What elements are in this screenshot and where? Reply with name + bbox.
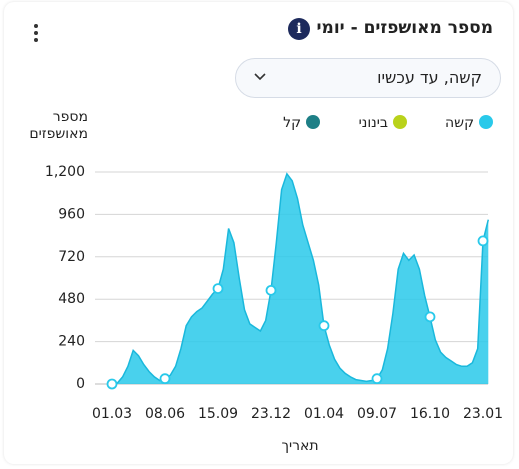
filter-dropdown[interactable]: קשה, עד עכשיו xyxy=(235,58,501,98)
legend-swatch xyxy=(393,115,407,129)
point-marker xyxy=(371,373,383,385)
y-tick-label: 720 xyxy=(58,249,85,265)
x-tick-label: 01.04 xyxy=(304,406,344,422)
point-marker xyxy=(265,284,277,296)
legend-swatch xyxy=(306,115,320,129)
point-marker xyxy=(424,311,436,323)
card: מספר מאושפזים - יומי i קשה, עד עכשיו xyxy=(4,2,513,464)
x-tick-label: 23.01 xyxy=(463,406,503,422)
y-axis-label: מספר xyxy=(53,109,88,125)
point-marker xyxy=(318,320,330,332)
point-marker xyxy=(477,235,489,247)
menu-button[interactable] xyxy=(34,24,40,45)
point-marker xyxy=(159,373,171,385)
x-tick-label: 08.06 xyxy=(145,406,185,422)
x-axis-label: תאריך xyxy=(281,438,318,454)
y-tick-label: 1,200 xyxy=(45,164,85,180)
x-tick-label: 15.09 xyxy=(198,406,238,422)
chevron xyxy=(254,73,266,81)
x-tick-label: 23.12 xyxy=(251,406,291,422)
legend-label: קשה xyxy=(445,115,474,131)
legend-label: קל xyxy=(283,115,301,131)
line xyxy=(111,172,490,385)
y-tick-label: 0 xyxy=(76,376,85,392)
y-tick-label: 480 xyxy=(58,291,85,307)
y-tick-label: 240 xyxy=(58,334,85,350)
legend-label: בינוני xyxy=(359,115,388,131)
y-axis-label: מאושפזים xyxy=(29,126,88,142)
x-tick-label: 09.07 xyxy=(357,406,397,422)
y-tick-label: 960 xyxy=(58,206,85,222)
x-tick-label: 16.10 xyxy=(410,406,450,422)
area xyxy=(112,173,489,384)
point-marker xyxy=(212,283,224,295)
point-marker xyxy=(106,378,118,390)
info-button[interactable]: i xyxy=(288,18,310,40)
dropdown-label: קשה, עד עכשיו xyxy=(377,68,482,87)
x-tick-label: 01.03 xyxy=(92,406,132,422)
widget-title: מספר מאושפזים - יומי xyxy=(316,18,493,38)
legend-swatch xyxy=(479,115,493,129)
